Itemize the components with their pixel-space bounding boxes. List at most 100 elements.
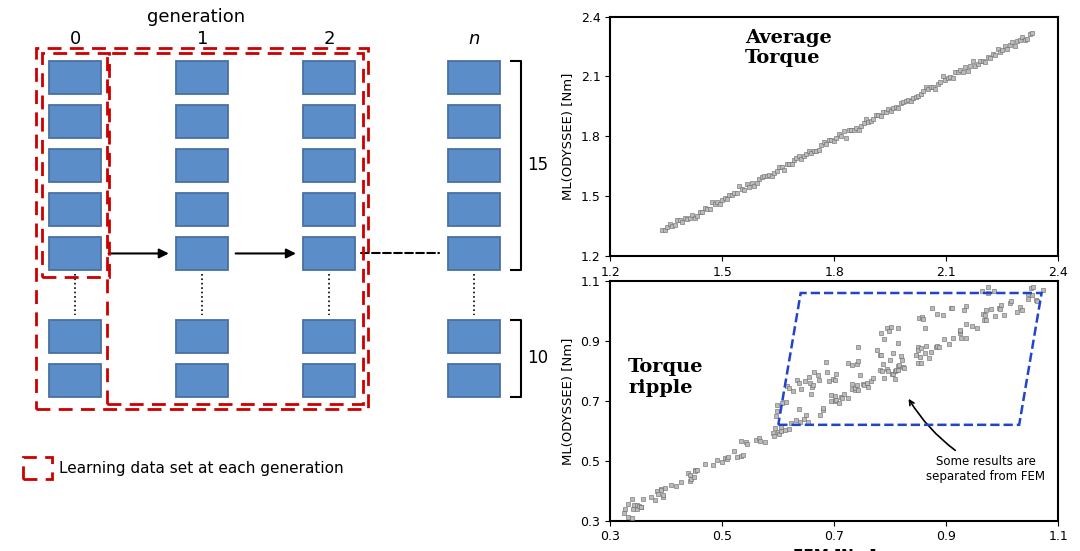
Point: [864, 374, 881, 382]
Point: [869, 111, 887, 120]
Point: [825, 375, 842, 383]
Point: [882, 106, 900, 115]
Point: [821, 376, 838, 385]
Point: [678, 214, 696, 223]
Point: [769, 427, 786, 436]
Point: [779, 382, 796, 391]
Point: [909, 92, 927, 101]
Point: [893, 356, 910, 365]
Point: [772, 426, 789, 435]
Point: [643, 493, 660, 501]
Y-axis label: ML(ODYSSEE) [Nm]: ML(ODYSSEE) [Nm]: [562, 73, 575, 200]
Point: [941, 340, 958, 349]
Point: [875, 374, 892, 382]
Point: [959, 67, 976, 75]
Bar: [176, 320, 228, 353]
Bar: [303, 193, 355, 226]
Point: [915, 314, 932, 323]
Point: [994, 46, 1011, 55]
Point: [1011, 35, 1028, 44]
Point: [785, 155, 802, 164]
Bar: [303, 237, 355, 270]
Point: [619, 513, 636, 522]
Point: [798, 149, 815, 158]
Point: [718, 195, 735, 203]
Point: [714, 196, 731, 205]
Point: [632, 503, 649, 511]
Point: [733, 185, 751, 193]
Point: [839, 359, 856, 368]
Bar: [49, 193, 102, 226]
Point: [999, 45, 1016, 53]
Point: [802, 390, 820, 399]
Point: [872, 350, 889, 359]
Text: Learning data set at each generation: Learning data set at each generation: [59, 461, 343, 476]
Point: [818, 358, 835, 366]
Point: [615, 509, 632, 517]
Point: [914, 312, 931, 321]
Point: [743, 179, 760, 187]
Point: [910, 314, 928, 322]
Bar: [176, 193, 228, 226]
Point: [785, 386, 802, 395]
Point: [969, 323, 986, 332]
Point: [915, 87, 932, 95]
Point: [874, 366, 891, 375]
Point: [922, 83, 940, 92]
Point: [706, 199, 724, 208]
Point: [791, 152, 808, 161]
Bar: [107, 53, 363, 404]
Point: [850, 343, 867, 352]
Point: [858, 115, 875, 124]
Point: [974, 310, 991, 318]
Point: [795, 152, 812, 161]
Point: [681, 213, 699, 222]
Point: [681, 471, 699, 480]
Point: [814, 406, 832, 415]
Point: [872, 328, 889, 337]
Point: [875, 334, 892, 343]
Point: [890, 104, 907, 112]
Point: [662, 481, 679, 490]
Point: [839, 393, 856, 402]
Point: [887, 103, 904, 112]
Point: [666, 482, 684, 490]
Point: [691, 208, 708, 217]
Point: [732, 436, 750, 445]
Point: [1008, 307, 1025, 316]
Point: [819, 368, 836, 377]
Point: [773, 399, 791, 408]
Text: generation: generation: [147, 8, 245, 25]
Bar: [448, 193, 500, 226]
Text: 2: 2: [324, 30, 335, 47]
Point: [652, 486, 670, 495]
Text: n: n: [468, 30, 480, 47]
Point: [895, 364, 913, 372]
Point: [773, 163, 791, 171]
Point: [835, 127, 852, 136]
Point: [756, 172, 773, 181]
Point: [646, 496, 663, 505]
X-axis label: FEM [Nm]: FEM [Nm]: [793, 549, 876, 551]
Point: [978, 53, 996, 62]
Point: [1013, 306, 1030, 315]
Point: [991, 305, 1009, 314]
Point: [986, 312, 1003, 321]
Point: [951, 329, 969, 338]
Point: [847, 383, 864, 392]
Text: Torque
ripple: Torque ripple: [629, 358, 704, 397]
Text: 15: 15: [527, 156, 549, 174]
Bar: [23, 457, 52, 479]
Point: [732, 451, 750, 460]
Point: [1023, 284, 1040, 293]
Point: [800, 147, 818, 155]
Point: [996, 310, 1013, 319]
Point: [799, 417, 816, 426]
Point: [760, 170, 778, 179]
Point: [751, 175, 768, 183]
Point: [957, 302, 974, 311]
Point: [708, 456, 726, 465]
Point: [957, 333, 974, 342]
Bar: [448, 237, 500, 270]
Point: [815, 138, 833, 147]
